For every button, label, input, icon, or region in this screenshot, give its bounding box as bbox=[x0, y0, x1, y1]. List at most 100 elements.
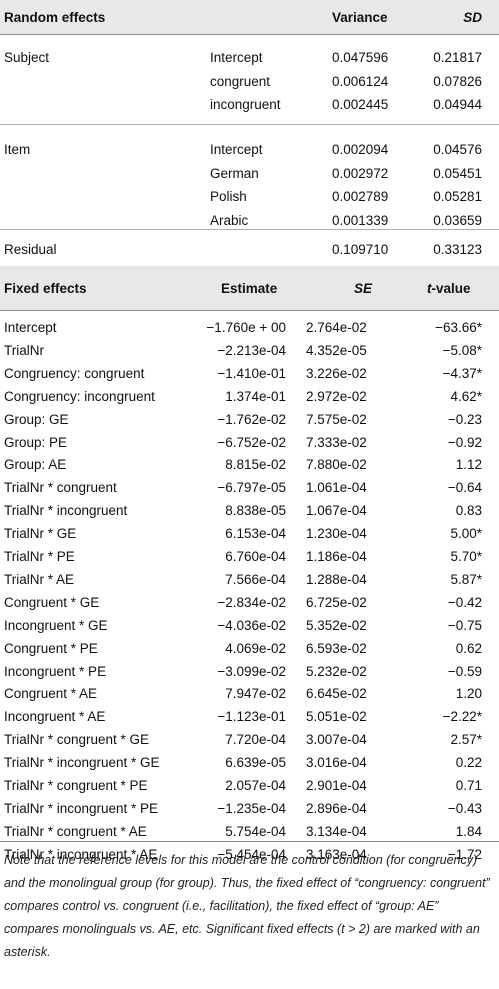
t-value: −5.08* bbox=[442, 342, 482, 358]
fixed-term: Incongruent * AE bbox=[4, 709, 106, 725]
random-term: incongruent bbox=[210, 97, 281, 112]
t-value: −0.59 bbox=[447, 663, 482, 679]
estimate-value: 5.754e-04 bbox=[225, 823, 286, 839]
estimate-value: −5.454e-04 bbox=[217, 846, 286, 862]
se-value: 2.972e-02 bbox=[306, 388, 367, 404]
t-suffix: -value bbox=[431, 281, 471, 296]
t-value: −2.22* bbox=[442, 709, 482, 725]
random-effect-row: incongruent 0.002445 0.04944 bbox=[0, 93, 499, 116]
variance-value: 0.002789 bbox=[332, 189, 389, 204]
fixed-term: TrialNr bbox=[4, 342, 44, 358]
random-group-name: Residual bbox=[4, 242, 57, 257]
fixed-effect-row: Congruency: congruent −1.410e-01 3.226e-02… bbox=[0, 362, 499, 385]
se-value: 1.061e-04 bbox=[306, 480, 367, 496]
sd-value: 0.03659 bbox=[433, 212, 482, 228]
se-value: 3.163e-04 bbox=[306, 846, 367, 862]
t-value: 2.57* bbox=[450, 732, 482, 748]
random-effect-row: Polish 0.002789 0.05281 bbox=[0, 185, 499, 208]
fixed-term: Incongruent * PE bbox=[4, 663, 107, 679]
estimate-value: −2.834e-02 bbox=[217, 594, 286, 610]
fixed-term: TrialNr * incongruent * PE bbox=[4, 800, 159, 816]
sd-value: 0.04944 bbox=[433, 97, 482, 112]
variance-value: 0.047596 bbox=[332, 50, 389, 65]
fixed-effect-row: TrialNr −2.213e-04 4.352e-05 −5.08* bbox=[0, 339, 499, 362]
t-value: −0.64 bbox=[447, 480, 482, 496]
fixed-effect-row: TrialNr * congruent * AE 5.754e-04 3.134e-… bbox=[0, 820, 499, 843]
fixed-effect-row: Congruent * GE −2.834e-02 6.725e-02 −0.42 bbox=[0, 591, 499, 614]
fixed-effect-row: TrialNr * incongruent 8.838e-05 1.067e-04 0… bbox=[0, 499, 499, 522]
t-value: −0.75 bbox=[447, 617, 482, 633]
fixed-effect-row: TrialNr * congruent * PE 2.057e-04 2.901e-… bbox=[0, 774, 499, 797]
fixed-effect-row: Group: GE −1.762e-02 7.575e-02 −0.23 bbox=[0, 408, 499, 431]
fixed-effect-row: Incongruent * PE −3.099e-02 5.232e-02 −0.59 bbox=[0, 660, 499, 683]
variance-heading: Variance bbox=[332, 10, 388, 25]
fixed-term: TrialNr * incongruent * AE bbox=[4, 846, 158, 862]
t-symbol: t bbox=[427, 281, 432, 296]
fixed-term: TrialNr * PE bbox=[4, 549, 75, 564]
se-value: 2.901e-04 bbox=[306, 778, 367, 793]
t-value: 0.71 bbox=[455, 778, 482, 793]
fixed-effects-header-band bbox=[0, 266, 499, 310]
se-value: 1.186e-04 bbox=[306, 549, 367, 564]
se-value: 3.226e-02 bbox=[306, 365, 367, 381]
t-value: −0.42 bbox=[447, 594, 482, 610]
group-divider bbox=[0, 229, 499, 230]
fixed-term: Congruent * GE bbox=[4, 594, 100, 610]
se-value: 3.007e-04 bbox=[306, 732, 367, 748]
fixed-effect-row: TrialNr * incongruent * GE 6.639e-05 3.016… bbox=[0, 751, 499, 774]
se-value: 7.880e-02 bbox=[306, 457, 367, 473]
header-rule bbox=[0, 34, 499, 35]
fixed-effect-row: TrialNr * AE 7.566e-04 1.288e-04 5.87* bbox=[0, 568, 499, 591]
fixed-effects-header-row: Fixed effects Estimate SE t-value bbox=[0, 277, 499, 300]
group-divider bbox=[0, 124, 499, 125]
random-effect-row: Subject Intercept 0.047596 0.21817 bbox=[0, 46, 499, 69]
estimate-value: 2.057e-04 bbox=[225, 778, 286, 793]
variance-value: 0.002972 bbox=[332, 165, 389, 181]
random-term: Intercept bbox=[210, 142, 263, 157]
sd-value: 0.04576 bbox=[433, 142, 482, 157]
fixed-effect-row: Congruent * AE 7.947e-02 6.645e-02 1.20 bbox=[0, 682, 499, 705]
fixed-term: Congruent * PE bbox=[4, 640, 98, 656]
variance-value: 0.002094 bbox=[332, 142, 389, 157]
fixed-effect-row: Congruency: incongruent 1.374e-01 2.972e-0… bbox=[0, 385, 499, 408]
fixed-effect-row: Congruent * PE 4.069e-02 6.593e-02 0.62 bbox=[0, 637, 499, 660]
fixed-term: Group: AE bbox=[4, 457, 67, 473]
variance-value: 0.006124 bbox=[332, 73, 389, 89]
se-value: 6.593e-02 bbox=[306, 640, 367, 656]
random-effect-row: congruent 0.006124 0.07826 bbox=[0, 70, 499, 93]
estimate-value: 7.566e-04 bbox=[225, 571, 286, 587]
random-term: Polish bbox=[210, 189, 247, 204]
estimate-value: 8.815e-02 bbox=[225, 457, 286, 473]
random-effect-row: Residual 0.109710 0.33123 bbox=[0, 238, 499, 261]
sd-value: 0.21817 bbox=[433, 50, 482, 65]
t-value: 1.12 bbox=[455, 457, 482, 473]
estimate-value: −1.762e-02 bbox=[217, 411, 286, 427]
random-effects-header-band bbox=[0, 0, 499, 34]
estimate-value: 6.639e-05 bbox=[225, 755, 286, 771]
estimate-value: −3.099e-02 bbox=[217, 663, 286, 679]
t-value: 1.20 bbox=[455, 686, 482, 702]
t-value-heading: t-value bbox=[427, 277, 471, 300]
se-value: 1.288e-04 bbox=[306, 571, 367, 587]
random-term: Arabic bbox=[210, 212, 249, 228]
estimate-value: −1.760e + 00 bbox=[206, 320, 286, 335]
se-value: 2.896e-04 bbox=[306, 800, 367, 816]
fixed-effect-row: Group: PE −6.752e-02 7.333e-02 −0.92 bbox=[0, 431, 499, 454]
fixed-term: TrialNr * congruent * GE bbox=[4, 732, 150, 748]
estimate-value: 6.760e-04 bbox=[225, 549, 286, 564]
fixed-effect-row: TrialNr * incongruent * AE −5.454e-04 3.16… bbox=[0, 843, 499, 866]
sd-heading: SD bbox=[463, 10, 482, 25]
estimate-value: 4.069e-02 bbox=[225, 640, 286, 656]
se-value: 5.051e-02 bbox=[306, 709, 367, 725]
fixed-effect-row: Group: AE 8.815e-02 7.880e-02 1.12 bbox=[0, 453, 499, 476]
estimate-value: 1.374e-01 bbox=[225, 388, 286, 404]
se-value: 1.230e-04 bbox=[306, 526, 367, 542]
fixed-effect-row: Intercept −1.760e + 00 2.764e-02 −63.66* bbox=[0, 316, 499, 339]
estimate-value: −6.797e-05 bbox=[217, 480, 286, 496]
estimate-heading: Estimate bbox=[221, 281, 278, 296]
random-term: German bbox=[210, 165, 259, 181]
estimate-value: −1.123e-01 bbox=[217, 709, 286, 725]
fixed-effect-row: TrialNr * congruent −6.797e-05 1.061e-04 −0… bbox=[0, 476, 499, 499]
fixed-term: TrialNr * incongruent * GE bbox=[4, 755, 160, 771]
